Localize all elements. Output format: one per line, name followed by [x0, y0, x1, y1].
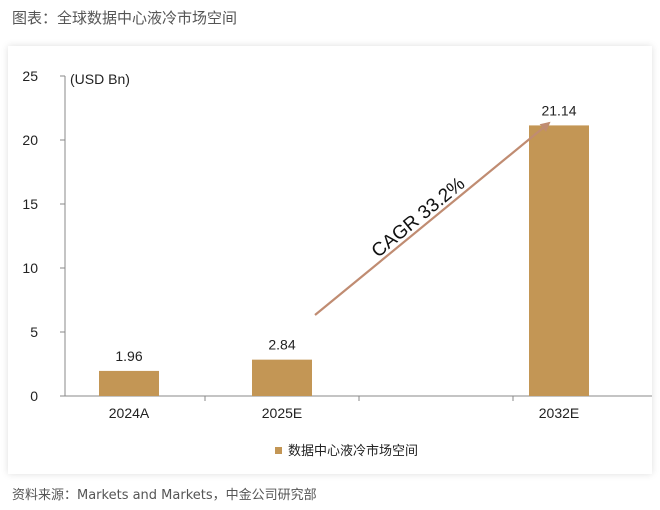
figure-title: 图表：全球数据中心液冷市场空间 — [12, 9, 238, 27]
data-label-2024A: 1.96 — [115, 348, 142, 364]
y-tick-label: 25 — [22, 68, 38, 84]
bar-2024A — [99, 370, 159, 396]
chart-panel: 0 5 10 15 20 25 1.96 2024A 2.84 2025E 21.14 2032E … — [8, 46, 652, 474]
cagr-annotation: CAGR 33.2% — [368, 173, 469, 262]
data-label-2025E: 2.84 — [268, 337, 295, 353]
x-tick-label: 2025E — [262, 405, 302, 421]
y-tick-label: 0 — [30, 388, 38, 404]
bar-2032E — [529, 125, 589, 397]
x-tick-label: 2024A — [109, 405, 150, 421]
y-tick-label: 15 — [22, 196, 38, 212]
bar-2025E — [252, 359, 312, 396]
figure-source: 资料来源：Markets and Markets，中金公司研究部 — [12, 488, 317, 503]
unit-label: (USD Bn) — [70, 71, 130, 87]
y-tick-label: 20 — [22, 132, 38, 148]
legend-label: 数据中心液冷市场空间 — [288, 443, 418, 459]
y-tick-label: 10 — [22, 260, 38, 276]
data-label-2032E: 21.14 — [541, 102, 576, 118]
x-tick-label: 2032E — [539, 405, 579, 421]
y-tick-label: 5 — [30, 324, 38, 340]
cagr-arrow — [314, 121, 551, 316]
legend-swatch — [275, 447, 282, 454]
